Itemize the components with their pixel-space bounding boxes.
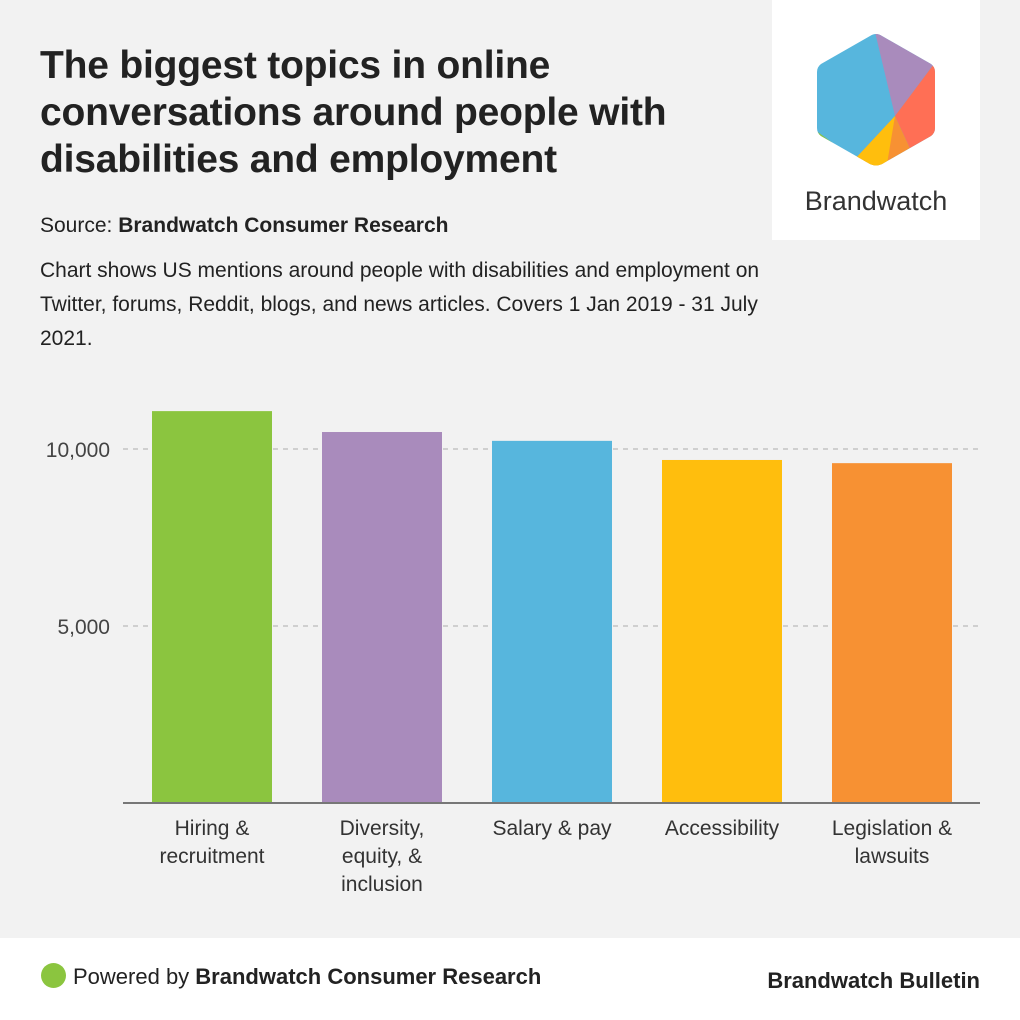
bar: [322, 432, 442, 803]
source-label: Source:: [40, 214, 119, 237]
x-tick-label: Diversity, equity, & inclusion: [340, 817, 425, 896]
x-tick-label: Salary & pay: [492, 817, 612, 840]
x-tick-label-line: inclusion: [341, 873, 423, 896]
brandwatch-bulletin: Brandwatch Bulletin: [767, 968, 980, 993]
brandwatch-wordmark: Brandwatch: [804, 186, 948, 216]
x-tick-label-line: Salary & pay: [492, 817, 612, 840]
brandwatch-hexagon-logo-icon: [817, 34, 935, 166]
powered-by: Powered by Brandwatch Consumer Research: [73, 964, 541, 990]
x-tick-label: Hiring & recruitment: [159, 817, 264, 868]
x-tick-label-line: Diversity,: [340, 817, 425, 840]
y-tick-label: 5,000: [57, 616, 110, 639]
source-name: Brandwatch Consumer Research: [118, 214, 449, 237]
x-tick-label: Accessibility: [665, 817, 780, 840]
chart-description: Chart shows US mentions around people wi…: [40, 259, 760, 350]
footer: Powered by Brandwatch Consumer Research …: [0, 938, 1020, 1020]
powered-label: Powered by: [73, 964, 196, 989]
bar: [152, 411, 272, 803]
bar: [662, 459, 782, 803]
x-tick-label-line: Accessibility: [665, 817, 780, 840]
y-tick-label: 10,000: [46, 439, 110, 462]
bar: [832, 463, 952, 803]
x-tick-label: Legislation & lawsuits: [832, 817, 952, 868]
bar-chart: 5,000 10,000 Hiring & recruitment Diversity,…: [46, 411, 980, 896]
x-tick-label-line: lawsuits: [855, 845, 930, 868]
source-line: Source: Brandwatch Consumer Research: [40, 214, 449, 238]
chart-title: The biggest topics in online conversatio…: [40, 44, 667, 181]
x-tick-label-line: Legislation &: [832, 817, 952, 840]
powered-name: Brandwatch Consumer Research: [195, 964, 542, 989]
green-dot-icon: [41, 963, 66, 988]
x-tick-label-line: Hiring &: [175, 817, 250, 840]
x-tick-label-line: equity, &: [342, 845, 422, 868]
bar: [492, 440, 612, 803]
brandwatch-logo: Brandwatch: [772, 0, 980, 240]
x-tick-label-line: recruitment: [159, 845, 264, 868]
